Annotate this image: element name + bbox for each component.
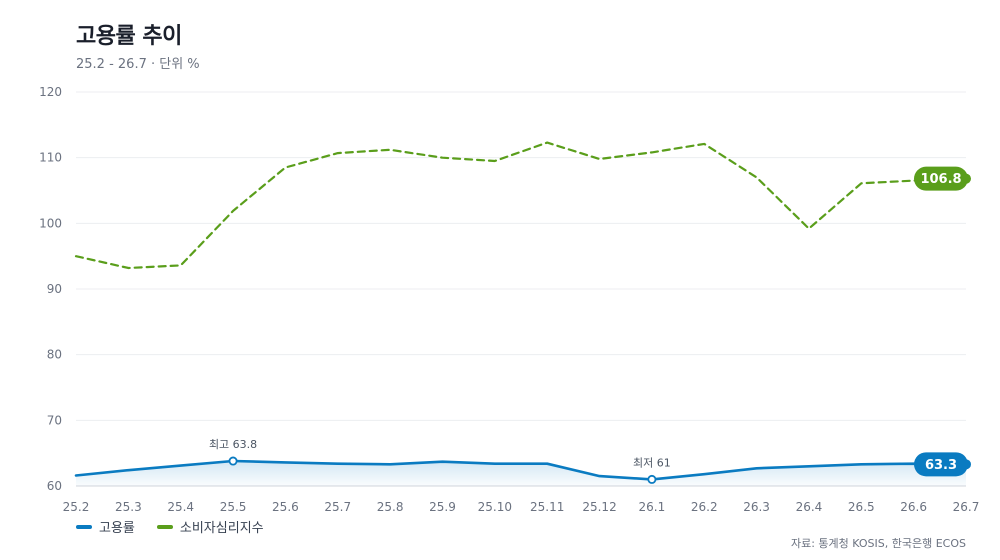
data-point (755, 466, 759, 470)
x-tick-label: 25.12 (582, 500, 616, 514)
y-tick-label: 70 (47, 413, 62, 427)
annotation-marker (647, 474, 657, 484)
x-tick-label: 25.11 (530, 500, 564, 514)
x-axis-ticks: 25.2 25.3 25.4 25.5 25.6 25.7 25.8 25.9 25.10 25.… (63, 500, 980, 514)
legend-item-consumer-sentiment[interactable]: 소비자심리지수 (156, 517, 264, 536)
data-point (650, 150, 654, 154)
legend-swatch-consumer-sentiment (156, 524, 173, 529)
x-tick-label: 25.10 (478, 500, 512, 514)
x-tick-label: 26.6 (900, 500, 927, 514)
data-point (859, 181, 863, 185)
x-tick-label: 25.4 (167, 500, 194, 514)
annotation-marker (228, 456, 238, 466)
x-tick-label: 25.6 (272, 500, 299, 514)
data-point (283, 460, 287, 464)
series (74, 141, 968, 486)
data-point (74, 473, 78, 477)
data-point (702, 142, 706, 146)
y-tick-label: 90 (47, 282, 62, 296)
end-value-badge (914, 452, 968, 477)
data-point (283, 166, 287, 170)
data-point (859, 462, 863, 466)
source-note: 자료: 통계청 KOSIS, 한국은행 ECOS (790, 537, 966, 550)
data-point (231, 209, 235, 213)
chart-title: 고용률 추이 (76, 24, 182, 49)
series-line-0 (74, 459, 968, 481)
y-tick-label: 110 (39, 151, 62, 165)
x-tick-label: 26.4 (796, 500, 823, 514)
legend-swatch-employment (76, 524, 92, 529)
data-point (493, 462, 497, 466)
legend-label-consumer-sentiment: 소비자심리지수 (179, 521, 264, 536)
data-point (179, 263, 183, 267)
y-tick-label: 60 (47, 479, 62, 493)
data-point (598, 157, 602, 161)
y-tick-label: 80 (47, 348, 62, 362)
data-point (388, 462, 392, 466)
grid (76, 91, 966, 487)
x-tick-label: 25.7 (324, 500, 351, 514)
series-area-0 (76, 461, 966, 486)
legend: 고용률 소비자심리지수 (76, 517, 264, 536)
data-point (440, 460, 444, 464)
data-point (702, 472, 706, 476)
data-point (179, 464, 183, 468)
data-point (126, 266, 130, 270)
data-point (336, 151, 340, 155)
x-tick-label: 26.5 (848, 500, 875, 514)
x-tick-label: 26.1 (639, 500, 666, 514)
series-line-1 (74, 141, 968, 270)
data-point (74, 254, 78, 258)
data-point (807, 464, 811, 468)
x-tick-label: 26.2 (691, 500, 718, 514)
data-labels: 최고 63.8 최저 61 63.3 106.8 (209, 166, 971, 484)
legend-label-employment: 고용률 (99, 521, 135, 536)
x-tick-label: 25.5 (220, 500, 247, 514)
x-tick-label: 26.3 (743, 500, 770, 514)
data-point (493, 159, 497, 163)
data-point (755, 175, 759, 179)
end-value-label: 63.3 (925, 458, 957, 473)
y-tick-label: 100 (39, 216, 62, 230)
chart-subtitle: 25.2 - 26.7 · 단위 % (76, 57, 200, 72)
x-tick-label: 25.2 (63, 500, 90, 514)
data-point (545, 462, 549, 466)
x-tick-label: 25.3 (115, 500, 142, 514)
data-point (388, 148, 392, 152)
data-point (126, 468, 130, 472)
end-value-label: 106.8 (920, 172, 961, 187)
annotation-label: 최고 63.8 (209, 438, 257, 451)
y-axis-ticks: 60 70 80 90 100 110 120 (39, 85, 62, 493)
data-point (440, 156, 444, 160)
data-point (598, 474, 602, 478)
data-point (336, 462, 340, 466)
annotation-label: 최저 61 (633, 456, 671, 469)
x-tick-label: 26.7 (953, 500, 980, 514)
data-point (807, 227, 811, 231)
y-tick-label: 120 (39, 85, 62, 99)
legend-item-employment[interactable]: 고용률 (76, 517, 135, 536)
end-value-badge (914, 166, 968, 191)
x-tick-label: 25.8 (377, 500, 404, 514)
x-tick-label: 25.9 (429, 500, 456, 514)
data-point (545, 141, 549, 145)
